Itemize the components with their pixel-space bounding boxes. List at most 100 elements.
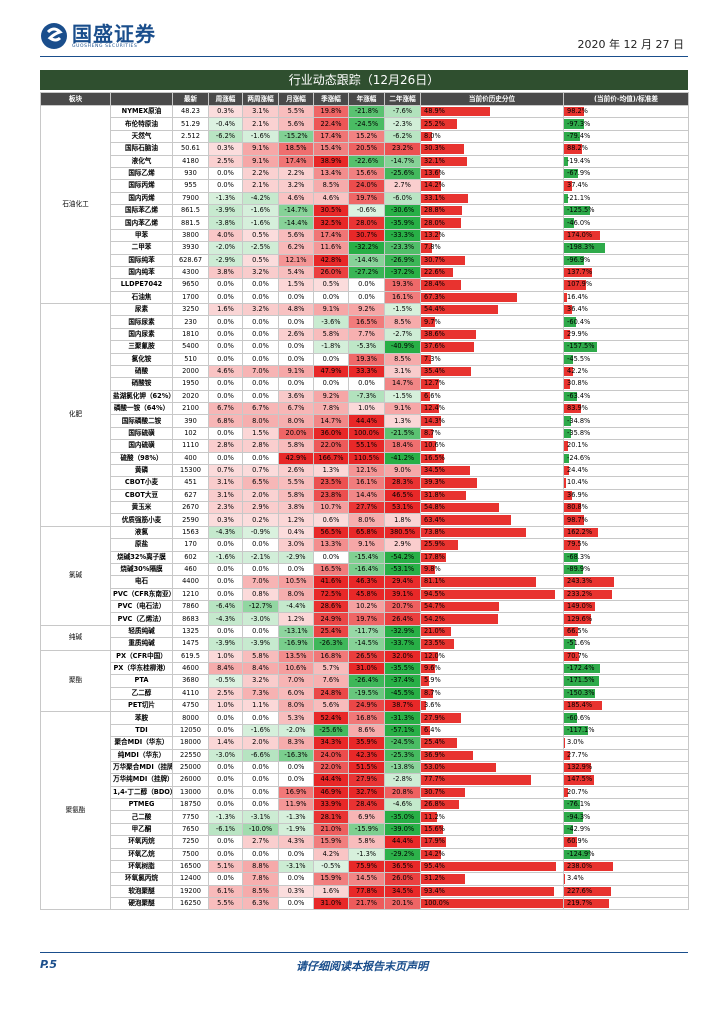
product-name: 硝酸 [110, 364, 173, 379]
cell: 0.0% [242, 290, 279, 305]
cell: 1.1% [242, 698, 279, 713]
cell: -7.6% [384, 104, 421, 119]
cell: 18750 [172, 797, 209, 812]
cell: 451 [172, 476, 209, 490]
cell: -2.1% [242, 550, 279, 564]
cell: 9.1% [384, 401, 421, 416]
sector-cell: 聚氨酯 [40, 711, 111, 911]
cell: 0.0% [208, 587, 243, 602]
product-name: 环氧氯丙烷 [110, 872, 173, 886]
cell: 23.5% [313, 476, 349, 490]
product-name: 烧碱32%离子膜 [110, 550, 173, 564]
cell: -1.6% [242, 216, 279, 230]
cell: -27.2% [348, 265, 385, 280]
bar-cell: -172.4% [563, 661, 689, 676]
cell: 65.8% [348, 525, 385, 540]
cell: 28.0% [348, 216, 385, 230]
cell: -22.6% [348, 154, 385, 168]
data-bar [564, 329, 571, 340]
data-bar [564, 738, 565, 748]
product-name: PX（华东桂柳港） [110, 661, 173, 676]
product-name: PTA [110, 674, 173, 688]
cell: -19.5% [348, 686, 385, 701]
cell: 17.4% [278, 154, 314, 168]
product-name: 二甲苯 [110, 241, 173, 255]
data-bar [564, 168, 579, 179]
data-bar [421, 243, 433, 253]
cell: 2.3% [208, 500, 243, 515]
bar-cell: 88.2% [563, 142, 689, 156]
data-bar [421, 131, 433, 142]
cell: -6.2% [208, 129, 243, 144]
cell: 0.0% [208, 377, 243, 391]
cell: 0.0% [208, 426, 243, 441]
cell: 3.8% [208, 265, 243, 280]
bar-cell: 53.0% [420, 760, 564, 775]
bar-cell: 238.0% [563, 859, 689, 874]
data-bar [421, 168, 441, 179]
cell-text: 22.6% [424, 268, 445, 277]
cell: 2100 [172, 401, 209, 416]
cell: -37.4% [384, 674, 421, 688]
cell: 3.2% [242, 674, 279, 688]
cell-text: -97.3% [567, 119, 591, 128]
cell: 0.8% [242, 587, 279, 602]
cell: 38.9% [313, 154, 349, 168]
cell-text: 107.9% [567, 280, 593, 289]
cell: -1.6% [208, 550, 243, 564]
data-bar [421, 552, 447, 562]
data-bar [421, 787, 465, 797]
cell: 9.1% [242, 154, 279, 168]
bar-cell: 15.6% [420, 822, 564, 837]
cell: 3.1% [242, 104, 279, 119]
cell: -1.3% [278, 810, 314, 824]
data-bar [564, 886, 612, 896]
cell: 8.4% [208, 661, 243, 676]
bar-cell: 6.4% [420, 723, 564, 738]
cell: 1.5% [278, 278, 314, 292]
bar-cell: -96.9% [563, 253, 689, 267]
cell: 9650 [172, 278, 209, 292]
table-row: 二甲苯 3930 -2.0% -2.5% 6.2% 11.6% -32.2% -23.3% 7.… [41, 241, 689, 255]
sector-cell: 聚酯 [40, 649, 111, 713]
cell-text: -68.3% [567, 552, 591, 561]
bar-cell: -157.5% [563, 340, 689, 354]
cell: 4.0% [208, 228, 243, 243]
bar-cell: -51.6% [563, 637, 689, 651]
cell: 26000 [172, 773, 209, 787]
cell: -3.1% [242, 810, 279, 824]
data-bar [564, 119, 585, 129]
bar-cell: 30.3% [420, 142, 564, 156]
data-bar [564, 577, 615, 587]
data-bar [421, 428, 434, 439]
cell: -0.6% [348, 203, 385, 218]
cell-text: 3.0% [567, 738, 584, 747]
cell: 5.1% [208, 859, 243, 874]
cell-text: 10.4% [567, 478, 588, 487]
cell: 0.0% [242, 773, 279, 787]
cell: 15300 [172, 463, 209, 478]
cell-text: 132.9% [567, 763, 593, 772]
cell-text: 29.9% [567, 329, 588, 338]
cell-text: -124.9% [567, 849, 595, 858]
cell-text: 5.9% [424, 676, 441, 685]
data-bar [421, 713, 461, 723]
cell: 0.0% [242, 377, 279, 391]
cell-text: 36.9% [567, 490, 588, 499]
cell-text: 16.4% [567, 292, 588, 301]
bar-cell: -68.3% [563, 550, 689, 564]
cell: 15.4% [313, 142, 349, 156]
cell: 5.6% [278, 228, 314, 243]
cell: -37.2% [384, 265, 421, 280]
data-bar [564, 775, 595, 785]
product-name: 盐湖氯化钾（62%） [110, 389, 173, 404]
cell: 18000 [172, 736, 209, 750]
product-name: 液化气 [110, 154, 173, 168]
table-row: 盐湖氯化钾（62%） 2020 0.0% 0.0% 3.6% 9.2% -7.3% -1.5%… [41, 389, 689, 404]
bar-cell: 29.9% [563, 327, 689, 342]
cell: 0.4% [278, 525, 314, 540]
cell-text: -76.1% [567, 800, 591, 809]
cell: -6.4% [208, 599, 243, 614]
data-bar [564, 144, 583, 154]
cell: 8.3% [278, 736, 314, 750]
